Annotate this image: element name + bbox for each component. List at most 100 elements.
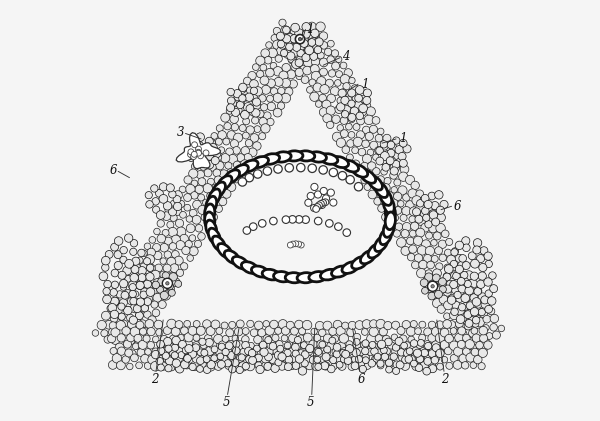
Circle shape (305, 199, 312, 206)
Circle shape (213, 169, 221, 177)
Circle shape (101, 330, 108, 337)
Circle shape (415, 215, 423, 223)
Circle shape (209, 213, 217, 221)
Circle shape (409, 207, 419, 216)
Circle shape (191, 192, 198, 199)
Circle shape (245, 139, 253, 147)
Circle shape (461, 272, 468, 279)
Ellipse shape (274, 152, 291, 162)
Circle shape (311, 184, 318, 191)
Circle shape (266, 118, 274, 126)
Circle shape (300, 65, 307, 72)
Circle shape (440, 328, 449, 337)
Ellipse shape (262, 269, 280, 280)
Circle shape (473, 355, 482, 364)
Circle shape (330, 199, 337, 206)
Circle shape (238, 178, 247, 186)
Circle shape (176, 365, 184, 373)
Circle shape (111, 269, 119, 277)
Ellipse shape (232, 256, 248, 269)
Circle shape (203, 354, 212, 363)
Circle shape (378, 205, 386, 212)
Circle shape (309, 356, 317, 364)
Circle shape (265, 326, 274, 335)
Circle shape (205, 338, 214, 346)
Circle shape (316, 22, 325, 32)
Circle shape (391, 334, 398, 341)
Circle shape (284, 342, 291, 349)
Circle shape (340, 349, 347, 356)
Circle shape (408, 189, 417, 198)
Circle shape (297, 49, 304, 57)
Circle shape (191, 163, 199, 171)
Circle shape (305, 46, 314, 55)
Circle shape (434, 191, 443, 199)
Circle shape (327, 189, 334, 196)
Circle shape (320, 200, 326, 206)
Circle shape (398, 200, 404, 207)
Circle shape (271, 35, 278, 41)
Circle shape (348, 100, 355, 107)
Circle shape (349, 347, 356, 354)
Circle shape (302, 30, 310, 38)
Circle shape (296, 241, 302, 247)
Circle shape (292, 36, 301, 44)
Circle shape (378, 341, 385, 349)
Circle shape (136, 312, 143, 320)
Circle shape (275, 55, 283, 62)
Circle shape (266, 42, 272, 48)
Circle shape (187, 147, 195, 155)
Circle shape (366, 107, 376, 116)
Ellipse shape (285, 151, 303, 161)
Ellipse shape (206, 196, 217, 213)
Circle shape (323, 334, 332, 342)
Circle shape (188, 169, 198, 178)
Circle shape (397, 238, 406, 247)
Circle shape (239, 168, 247, 175)
Circle shape (336, 361, 343, 368)
Circle shape (454, 279, 461, 286)
Circle shape (260, 76, 269, 85)
Circle shape (328, 365, 335, 373)
Circle shape (250, 329, 258, 337)
Circle shape (481, 296, 489, 304)
Circle shape (113, 322, 119, 329)
Circle shape (457, 322, 465, 331)
Circle shape (121, 320, 128, 328)
Circle shape (348, 321, 356, 330)
Circle shape (184, 333, 193, 342)
Circle shape (99, 272, 108, 281)
Circle shape (289, 334, 297, 343)
Circle shape (248, 356, 257, 364)
Circle shape (228, 155, 238, 164)
Circle shape (241, 110, 249, 119)
Circle shape (314, 46, 322, 53)
Circle shape (293, 43, 301, 51)
Circle shape (144, 281, 153, 290)
Circle shape (130, 248, 137, 256)
Circle shape (226, 107, 233, 114)
Circle shape (355, 182, 363, 191)
Circle shape (295, 320, 304, 329)
Circle shape (171, 235, 181, 244)
Circle shape (484, 252, 492, 260)
Circle shape (178, 352, 185, 359)
Circle shape (211, 133, 218, 139)
Circle shape (252, 109, 260, 117)
Circle shape (346, 123, 352, 130)
Circle shape (164, 251, 172, 258)
Circle shape (181, 327, 188, 335)
Circle shape (164, 341, 174, 350)
Circle shape (163, 337, 172, 346)
Ellipse shape (309, 272, 326, 282)
Circle shape (217, 360, 226, 368)
Ellipse shape (385, 204, 395, 221)
Circle shape (298, 367, 307, 375)
Circle shape (152, 336, 159, 343)
Circle shape (352, 95, 359, 102)
Circle shape (462, 261, 470, 269)
Circle shape (266, 95, 274, 102)
Circle shape (320, 187, 327, 195)
Circle shape (410, 320, 417, 328)
Circle shape (172, 336, 180, 345)
